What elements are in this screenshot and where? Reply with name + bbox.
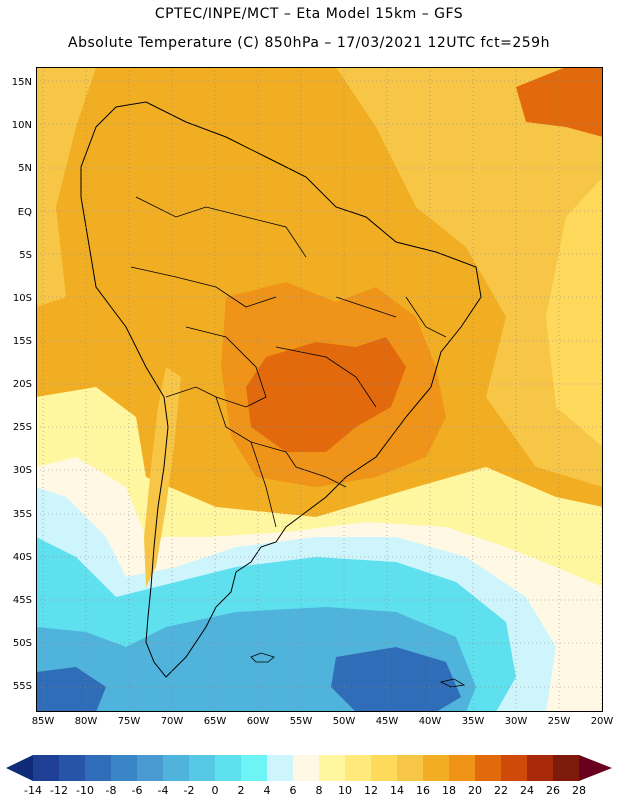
colorbar-label-3: -8 — [105, 784, 117, 797]
field-deep-blue-core — [331, 647, 461, 712]
colorbar-swatch-19 — [527, 755, 553, 781]
colorbar-label-14: 14 — [390, 784, 404, 797]
colorbar-label-12: 10 — [338, 784, 352, 797]
colorbar-swatch-6 — [189, 755, 215, 781]
map-title-line-1: CPTEC/INPE/MCT – Eta Model 15km – GFS — [154, 6, 464, 22]
colorbar-swatch-13 — [371, 755, 397, 781]
colorbar-label-6: -2 — [183, 784, 195, 797]
colorbar-label-13: 12 — [364, 784, 378, 797]
lat-label-5n: 5N — [18, 163, 32, 174]
field-red-orange-ne — [516, 67, 603, 137]
field-gold-north — [336, 67, 603, 487]
field-red-orange-core — [246, 337, 406, 452]
lon-label-70w: 70W — [160, 716, 184, 727]
colorbar-label-1: -12 — [50, 784, 68, 797]
south-america-coastline — [80, 101, 482, 678]
colorbar-swatch-16 — [449, 755, 475, 781]
colorbar-label-4: -6 — [131, 784, 143, 797]
lat-label-10n: 10N — [11, 120, 32, 131]
lat-label-25s: 25S — [12, 422, 32, 433]
colorbar-label-0: -14 — [24, 784, 42, 797]
colorbar-swatch-15 — [423, 755, 449, 781]
colorbar-label-16: 18 — [442, 784, 456, 797]
colorbar-swatch-9 — [267, 755, 293, 781]
lon-label-80w: 80W — [74, 716, 98, 727]
colorbar-label-7: 0 — [211, 784, 219, 797]
lat-label-20s: 20S — [12, 379, 32, 390]
map-title-line-2: Absolute Temperature (C) 850hPa – 17/03/… — [68, 35, 550, 51]
lat-label-30s: 30S — [12, 465, 32, 476]
colorbar-label-15: 16 — [416, 784, 430, 797]
lon-label-85w: 85W — [31, 716, 55, 727]
colorbar-label-19: 24 — [520, 784, 534, 797]
field-yellow-east — [546, 177, 603, 447]
lat-label-45s: 45S — [12, 595, 32, 606]
lon-label-35w: 35W — [461, 716, 485, 727]
field-deep-blue-west — [36, 667, 106, 712]
lat-label-15s: 15S — [12, 336, 32, 347]
lat-label-10s: 10S — [12, 293, 32, 304]
colorbar-swatch-11 — [319, 755, 345, 781]
colorbar-label-21: 28 — [572, 784, 586, 797]
colorbar-swatch-0 — [33, 755, 59, 781]
colorbar-swatch-4 — [137, 755, 163, 781]
lat-lon-grid — [36, 67, 603, 712]
colorbar-label-11: 8 — [315, 784, 323, 797]
colorbar-swatch-20 — [553, 755, 579, 781]
lon-label-30w: 30W — [504, 716, 528, 727]
lon-label-50w: 50W — [332, 716, 356, 727]
map-frame — [36, 67, 603, 712]
lon-label-60w: 60W — [246, 716, 270, 727]
colorbar-label-20: 26 — [546, 784, 560, 797]
lon-label-40w: 40W — [418, 716, 442, 727]
colorbar-label-18: 22 — [494, 784, 508, 797]
colorbar-high-arrow — [579, 755, 612, 781]
lat-label-50s: 50S — [12, 638, 32, 649]
colorbar-swatch-7 — [215, 755, 241, 781]
colorbar-label-5: -4 — [157, 784, 169, 797]
colorbar-label-9: 4 — [263, 784, 271, 797]
colorbar-swatch-17 — [475, 755, 501, 781]
lat-label-15n: 15N — [11, 77, 32, 88]
lat-label-35s: 35S — [12, 509, 32, 520]
colorbar-low-arrow — [6, 755, 33, 781]
colorbar-swatch-8 — [241, 755, 267, 781]
colorbar-label-17: 20 — [468, 784, 482, 797]
colorbar-swatch-18 — [501, 755, 527, 781]
lon-label-20w: 20W — [590, 716, 614, 727]
temperature-colorbar — [6, 755, 612, 781]
lon-label-65w: 65W — [203, 716, 227, 727]
field-gold-pacific-north — [36, 67, 96, 307]
lon-label-45w: 45W — [375, 716, 399, 727]
colorbar-label-2: -10 — [76, 784, 94, 797]
temperature-map — [36, 67, 603, 712]
lon-label-75w: 75W — [117, 716, 141, 727]
colorbar-swatch-5 — [163, 755, 189, 781]
colorbar-swatch-12 — [345, 755, 371, 781]
colorbar-swatch-3 — [111, 755, 137, 781]
colorbar-label-8: 2 — [237, 784, 245, 797]
lat-label-eq: EQ — [17, 207, 32, 218]
lat-label-40s: 40S — [12, 552, 32, 563]
south-georgia-island — [439, 678, 466, 688]
lat-label-55s: 55S — [12, 681, 32, 692]
lon-label-25w: 25W — [547, 716, 571, 727]
colorbar-swatch-2 — [85, 755, 111, 781]
colorbar-swatch-1 — [59, 755, 85, 781]
lon-label-55w: 55W — [289, 716, 313, 727]
lat-label-5s: 5S — [19, 250, 32, 261]
colorbar-swatch-14 — [397, 755, 423, 781]
colorbar-label-10: 6 — [289, 784, 297, 797]
colorbar-swatch-10 — [293, 755, 319, 781]
falkland-islands — [250, 652, 275, 663]
